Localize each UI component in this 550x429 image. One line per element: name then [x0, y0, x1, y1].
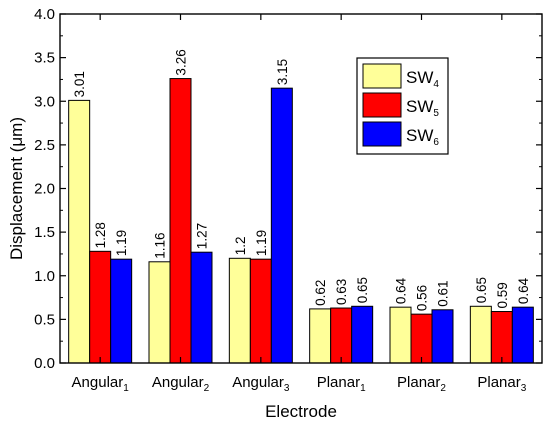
- legend-label: SW6: [406, 126, 439, 148]
- x-tick-label: Angular1: [72, 374, 130, 394]
- data-label: 3.01: [72, 71, 87, 97]
- bar-sw4-angular2: [148, 261, 171, 364]
- bar-sw5-planar2: [410, 313, 433, 364]
- data-label: 1.28: [93, 222, 108, 248]
- bars: [68, 78, 534, 364]
- data-label: 0.64: [516, 277, 531, 304]
- plot-frame: [59, 13, 543, 364]
- bar-sw4-planar1: [309, 308, 332, 364]
- data-label: 3.15: [275, 59, 290, 85]
- x-tick-label: Angular3: [232, 374, 290, 394]
- bar-sw5-planar3: [490, 311, 513, 364]
- bar-sw6-angular1: [110, 258, 133, 364]
- x-axis-title: Electrode: [265, 402, 337, 421]
- data-label: 0.65: [474, 277, 489, 303]
- data-label: 1.16: [153, 233, 168, 259]
- y-tick-label: 1.5: [34, 224, 55, 241]
- data-label: 0.61: [436, 280, 451, 306]
- bar-sw5-angular3: [249, 258, 272, 364]
- y-tick-label: 1.0: [34, 268, 55, 285]
- x-tick-label: Planar2: [397, 374, 446, 394]
- bar-sw5-angular2: [169, 78, 192, 364]
- y-tick-label: 3.0: [34, 93, 55, 110]
- legend-label: SW5: [406, 97, 439, 119]
- data-label: 0.56: [415, 285, 430, 311]
- data-label: 3.26: [174, 49, 189, 75]
- y-tick-label: 3.5: [34, 50, 55, 67]
- bar-sw4-planar2: [389, 306, 412, 364]
- y-tick-label: 2.0: [34, 181, 55, 198]
- bar-sw6-angular3: [270, 87, 293, 364]
- data-label: 0.59: [495, 282, 510, 308]
- legend-label: SW4: [406, 68, 439, 90]
- data-label: 0.62: [313, 280, 328, 306]
- data-label: 0.64: [394, 277, 409, 304]
- bar-sw4-angular1: [68, 99, 91, 364]
- y-tick-label: 0.0: [34, 355, 55, 372]
- bar-sw5-planar1: [330, 307, 353, 364]
- y-tick-label: 4.0: [34, 6, 55, 23]
- legend: SW4 SW5 SW6: [356, 57, 449, 155]
- x-tick-label: Planar1: [317, 374, 366, 394]
- x-tick-label: Planar3: [477, 374, 526, 394]
- legend-swatch: [362, 121, 402, 147]
- y-axis-title: Displacement (μm): [7, 117, 26, 260]
- bar-sw5-angular1: [89, 250, 112, 364]
- data-label: 1.19: [114, 230, 129, 256]
- bar-sw4-planar3: [469, 305, 492, 364]
- x-axis: Angular1 Angular2 Angular3 Planar1 Planar2 Pl…: [72, 14, 527, 394]
- legend-swatch: [362, 92, 402, 118]
- y-axis: 0.0 0.5 1.0 1.5 2.0 2.5 3.0 3.5 4.0: [34, 6, 542, 372]
- x-tick-label: Angular2: [152, 374, 210, 394]
- bar-sw6-planar3: [511, 306, 534, 364]
- data-labels: 3.01 1.28 1.19 1.16 3.26 1.27 1.2 1.19 3.15 0.62 0…: [72, 49, 531, 311]
- bar-sw4-angular3: [228, 257, 251, 364]
- data-label: 0.65: [355, 277, 370, 303]
- bar-sw6-planar1: [351, 305, 374, 364]
- y-tick-label: 0.5: [34, 311, 55, 328]
- bar-sw6-angular2: [190, 251, 213, 364]
- y-tick-label: 2.5: [34, 137, 55, 154]
- data-label: 0.63: [334, 279, 349, 305]
- legend-swatch: [362, 63, 402, 89]
- bar-sw6-planar2: [431, 309, 454, 364]
- data-label: 1.19: [254, 230, 269, 256]
- data-label: 1.2: [233, 237, 248, 256]
- data-label: 1.27: [195, 223, 210, 249]
